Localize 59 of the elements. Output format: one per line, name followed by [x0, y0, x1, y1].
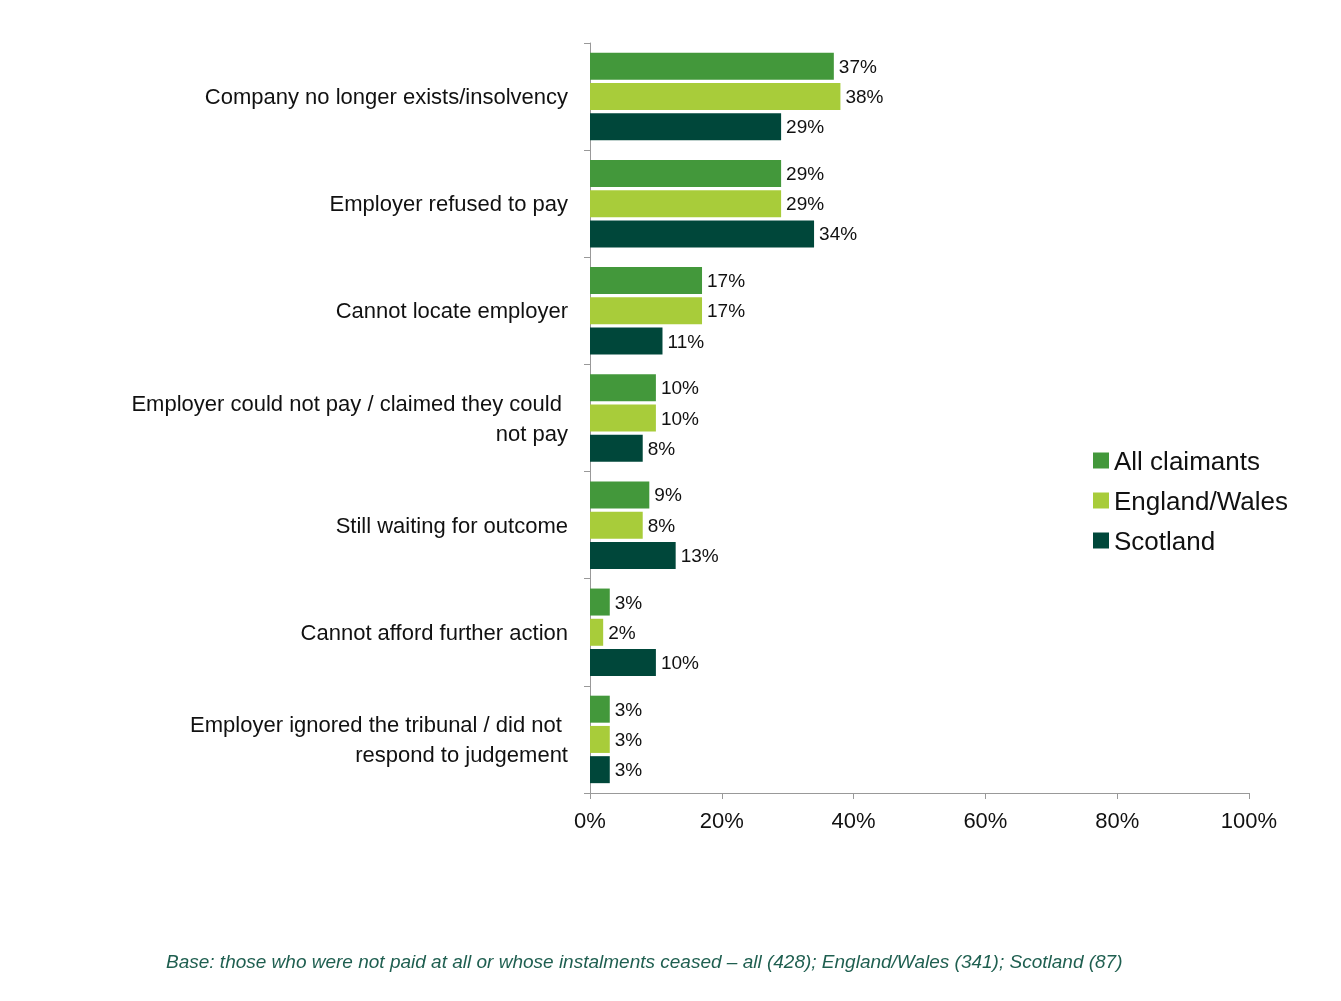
data-label: 8%	[647, 514, 676, 536]
y-tick-label: Employer refused to pay	[329, 191, 568, 217]
bar	[590, 695, 610, 723]
bar	[590, 374, 656, 402]
data-label: 29%	[786, 193, 825, 215]
x-tick-label: 0%	[574, 807, 606, 833]
data-label: 38%	[845, 86, 884, 108]
data-label: 8%	[647, 437, 676, 459]
data-label: 37%	[838, 55, 877, 77]
bar	[590, 52, 834, 80]
x-tick-label: 60%	[963, 807, 1008, 833]
data-label: 11%	[667, 330, 705, 352]
bar	[590, 511, 643, 539]
bar	[590, 618, 604, 646]
data-label: 10%	[660, 407, 700, 429]
bar	[590, 159, 782, 187]
y-tick-label: Company no longer exists/insolvency	[204, 84, 568, 110]
data-label: 3%	[614, 698, 643, 720]
data-label: 3%	[614, 759, 643, 781]
bar	[590, 220, 815, 248]
x-tick-label: 40%	[831, 807, 876, 833]
bar	[590, 267, 703, 295]
data-label: 2%	[608, 621, 636, 643]
data-label: 29%	[786, 116, 825, 138]
bar	[590, 649, 656, 677]
bar	[590, 297, 703, 325]
bar	[590, 434, 643, 462]
data-label: 10%	[660, 652, 700, 674]
bar	[590, 190, 782, 218]
y-tick-label: Still waiting for outcome	[335, 512, 568, 538]
y-tick-label: Employer could not pay / claimed they could not pay	[131, 390, 568, 446]
data-label: 9%	[654, 484, 682, 506]
data-label: 10%	[660, 377, 700, 399]
y-tick-label: Cannot afford further action	[300, 619, 568, 645]
legend-label: Scotland	[1114, 525, 1216, 556]
data-label: 29%	[786, 162, 825, 184]
x-tick-label: 80%	[1095, 807, 1140, 833]
text: Base: those who were not paid at all or whose instalments ceased – all (428); England/Wales (341); Scotland (87)	[166, 951, 1123, 972]
data-label: 17%	[707, 300, 746, 322]
x-tick-label: 100%	[1220, 807, 1278, 833]
bar	[590, 756, 610, 784]
legend-label: All claimants	[1114, 445, 1260, 476]
data-label: 17%	[707, 270, 746, 292]
data-label: 3%	[614, 728, 643, 750]
bar	[590, 541, 676, 569]
y-tick-label: Employer ignored the tribunal / did not respond to judgement	[190, 711, 568, 767]
bar	[590, 327, 663, 355]
bar	[590, 481, 650, 509]
bar	[590, 725, 610, 753]
bar	[590, 83, 841, 111]
x-tick-label: 20%	[699, 807, 744, 833]
bar	[590, 588, 610, 616]
bar	[590, 113, 782, 141]
bar	[590, 404, 656, 432]
data-label: 34%	[819, 223, 858, 245]
y-tick-label: Cannot locate employer	[335, 298, 568, 324]
legend-label: England/Wales	[1114, 485, 1288, 516]
data-label: 3%	[614, 591, 643, 613]
data-label: 13%	[680, 544, 719, 566]
